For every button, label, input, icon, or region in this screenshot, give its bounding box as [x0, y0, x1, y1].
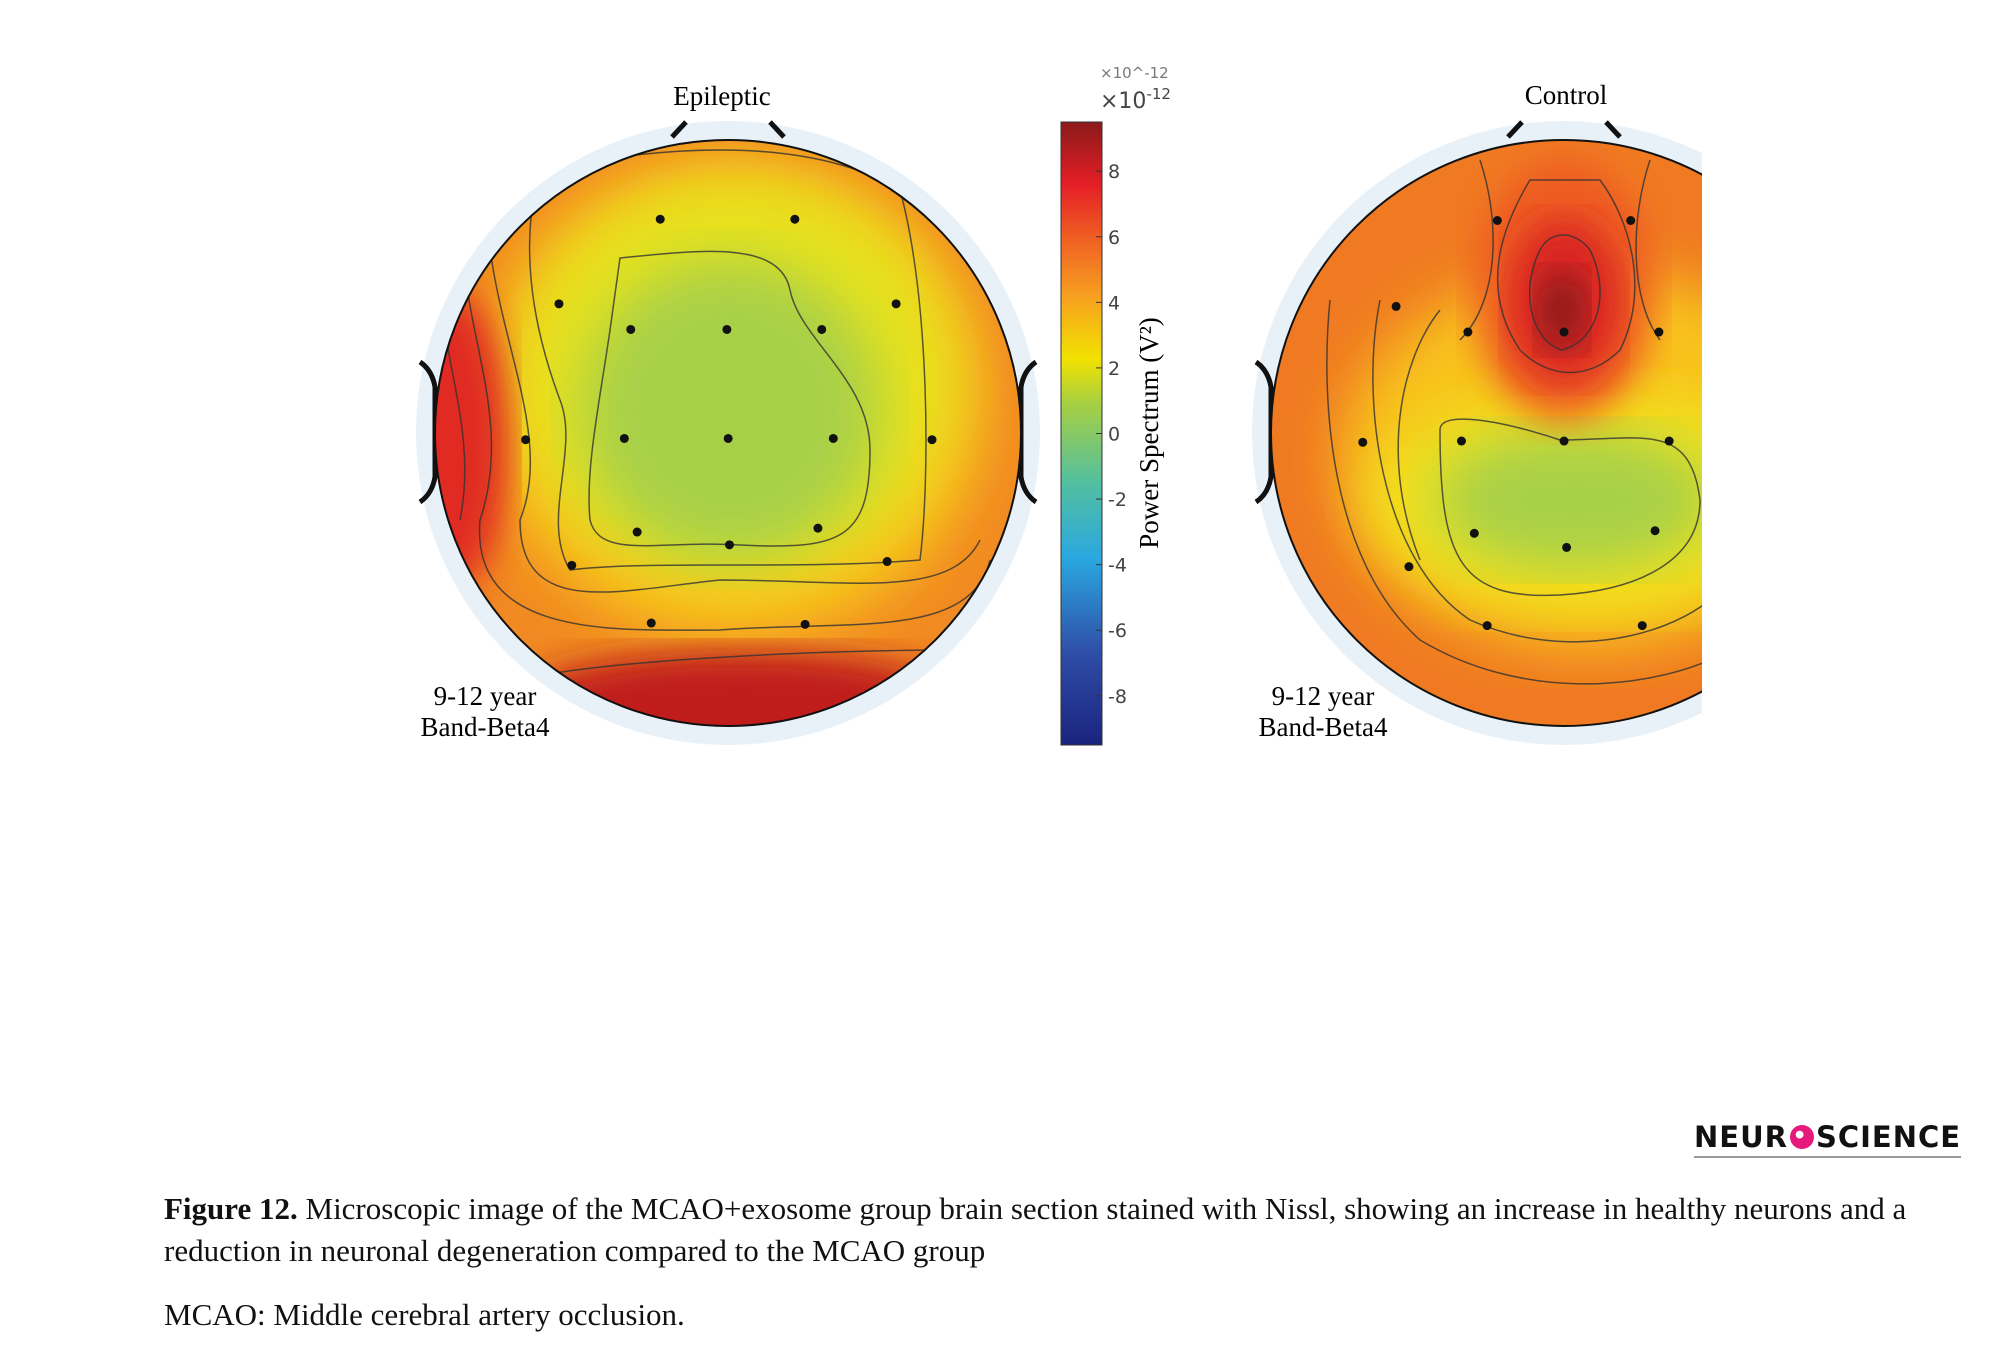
electrode-marker	[1469, 528, 1479, 538]
electrode-marker	[1664, 436, 1674, 446]
electrode-marker	[1391, 301, 1401, 311]
control-topomap	[1252, 120, 1702, 745]
colorbar: ×10-12 ×10^-12 8 6 4 2 0 -2 -4 -6 -8 Power Spect…	[1060, 64, 1171, 746]
panel-label-band-control: Band-Beta4	[1259, 712, 1388, 742]
electrode-marker	[1626, 216, 1636, 226]
electrode-marker	[1637, 621, 1647, 631]
caption-text: Microscopic image of the MCAO+exosome gr…	[164, 1191, 1907, 1268]
electrode-marker	[646, 618, 656, 628]
electrode-marker	[882, 557, 892, 567]
logo-neuron-icon	[1789, 1125, 1814, 1149]
colorbar-gradient	[1060, 121, 1103, 746]
colorbar-tick-label: -6	[1108, 620, 1127, 642]
electrode-marker	[927, 435, 937, 445]
colorbar-tick-label: 4	[1108, 292, 1120, 314]
electrode-marker	[724, 540, 734, 550]
electrode-marker	[800, 619, 810, 629]
electrode-marker	[1650, 526, 1660, 536]
electrode-marker	[813, 523, 823, 533]
neuroscience-logo: NEUR SCIENCE	[1694, 1120, 1962, 1158]
electrode-marker	[1492, 216, 1502, 226]
colorbar-tick-label: 8	[1108, 161, 1120, 183]
colorbar-tick-label: 2	[1108, 358, 1120, 380]
electrode-marker	[1404, 562, 1414, 572]
electrode-marker	[828, 433, 838, 443]
electrode-marker	[1463, 327, 1473, 337]
caption-label: Figure 12.	[164, 1191, 298, 1226]
nose-marker	[1506, 120, 1622, 139]
electrode-marker	[521, 435, 531, 445]
colorbar-tick-label: -4	[1108, 555, 1127, 577]
abbreviation-note: MCAO: Middle cerebral artery occlusion.	[164, 1297, 685, 1332]
colorbar-tick-label: -2	[1108, 489, 1127, 511]
electrode-marker	[1456, 436, 1466, 446]
colorbar-scale-text: ×10^-12	[1100, 64, 1169, 82]
electrode-marker	[655, 214, 665, 224]
electrode-marker	[632, 527, 642, 537]
electrode-marker	[722, 324, 732, 334]
electrode-marker	[1559, 436, 1569, 446]
panel-label-age-control: 9-12 year	[1272, 681, 1375, 711]
epileptic-topomap	[416, 120, 1040, 745]
colorbar-label: Power Spectrum (V²)	[1134, 317, 1164, 549]
panel-label-band-epileptic: Band-Beta4	[421, 712, 550, 742]
electrode-marker	[790, 214, 800, 224]
panel-title-control: Control	[1525, 80, 1608, 110]
logo-text-right: SCIENCE	[1815, 1120, 1962, 1154]
panel-label-age-epileptic: 9-12 year	[434, 681, 537, 711]
topographic-figure: Epileptic Control 9-12 year Band-Beta4 9…	[416, 64, 1702, 746]
nose-marker	[670, 120, 786, 139]
electrode-marker	[1562, 542, 1572, 552]
electrode-marker	[626, 324, 636, 334]
logo-text-left: NEUR	[1694, 1120, 1788, 1154]
colorbar-tick-label: 0	[1108, 424, 1120, 446]
electrode-marker	[1559, 327, 1569, 337]
electrode-marker	[567, 560, 577, 570]
electrode-marker	[1482, 621, 1492, 631]
electrode-marker	[554, 299, 564, 309]
electrode-marker	[817, 324, 827, 334]
electrode-marker	[619, 433, 629, 443]
electrode-marker	[1654, 327, 1664, 337]
electrode-marker	[723, 433, 733, 443]
colorbar-tick-label: -8	[1108, 686, 1127, 708]
panel-title-epileptic: Epileptic	[673, 81, 770, 111]
colorbar-tick-label: 6	[1108, 227, 1120, 249]
electrode-marker	[891, 299, 901, 309]
electrode-marker	[1358, 437, 1368, 447]
colorbar-multiplier: ×10-12	[1100, 85, 1171, 114]
figure-caption: Figure 12. Microscopic image of the MCAO…	[164, 1188, 1944, 1272]
